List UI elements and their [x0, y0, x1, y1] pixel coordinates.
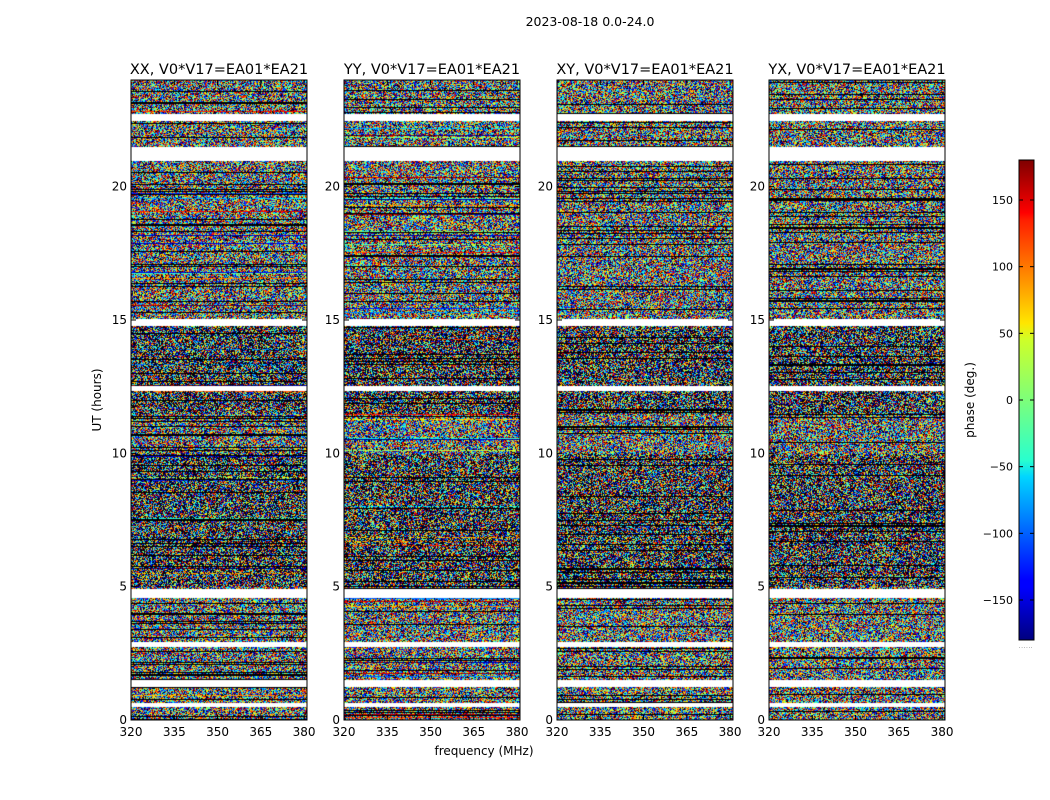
x-tick-label: 365	[462, 725, 485, 739]
x-tick-label: 320	[758, 725, 781, 739]
y-tick-label: 10	[325, 446, 340, 460]
y-tick-label: 20	[750, 180, 765, 194]
x-axis-label: frequency (MHz)	[434, 744, 533, 758]
y-tick-label: 5	[119, 580, 127, 594]
colorbar-tick-label: 150	[992, 194, 1013, 207]
x-tick-label: 365	[249, 725, 272, 739]
heatmap-image-xx	[131, 80, 307, 720]
colorbar-tick-label: 100	[992, 261, 1013, 274]
y-tick-label: 20	[538, 180, 553, 194]
x-tick-label: 365	[675, 725, 698, 739]
y-tick-label: 0	[119, 713, 127, 727]
x-tick-label: 335	[801, 725, 824, 739]
panel-frame	[768, 79, 946, 721]
colorbar-tick-label: −150	[983, 594, 1013, 607]
y-axis-label: UT (hours)	[90, 368, 104, 431]
panel-xx: XX, V0*V17=EA01*EA21 320 335 350 365 380 0 5 10 1…	[112, 62, 316, 739]
x-tick-label: 380	[293, 725, 316, 739]
heatmap-image-yy	[344, 80, 520, 720]
x-tick-label: 335	[376, 725, 399, 739]
heatmap-image-yx	[769, 80, 945, 720]
x-tick-label: 320	[120, 725, 143, 739]
y-tick-label: 20	[325, 180, 340, 194]
panel-frame	[556, 79, 734, 721]
colorbar-tick-label: 0	[1006, 394, 1013, 407]
panel-title: XX, V0*V17=EA01*EA21	[130, 62, 308, 78]
colorbar-tick-label: 50	[999, 327, 1013, 340]
x-tick-label: 365	[887, 725, 910, 739]
y-tick-label: 10	[112, 446, 127, 460]
y-tick-label: 0	[757, 713, 765, 727]
y-tick-label: 5	[757, 580, 765, 594]
panel-title: YY, V0*V17=EA01*EA21	[343, 62, 520, 78]
x-tick-label: 320	[546, 725, 569, 739]
panel-frame	[343, 79, 521, 721]
colorbar-tick-label: −50	[990, 461, 1013, 474]
y-tick-label: 15	[538, 313, 553, 327]
y-tick-label: 15	[325, 313, 340, 327]
x-tick-label: 335	[163, 725, 186, 739]
colorbar-tick-label: −100	[983, 527, 1013, 540]
y-tick-label: 5	[545, 580, 553, 594]
y-tick-label: 0	[332, 713, 340, 727]
x-tick-label: 380	[931, 725, 954, 739]
heatmap-image-xy	[557, 80, 733, 720]
y-tick-label: 10	[538, 446, 553, 460]
y-tick-label: 15	[112, 313, 127, 327]
panel-title: XY, V0*V17=EA01*EA21	[556, 62, 733, 78]
x-tick-label: 335	[589, 725, 612, 739]
panel-yx: YX, V0*V17=EA01*EA21 320 335 350 365 380 0 5 10 1…	[750, 62, 954, 739]
y-tick-label: 15	[750, 313, 765, 327]
panel-frame	[130, 79, 308, 721]
x-tick-label: 350	[632, 725, 655, 739]
panel-title: YX, V0*V17=EA01*EA21	[767, 62, 945, 78]
x-tick-label: 380	[506, 725, 529, 739]
x-tick-label: 350	[419, 725, 442, 739]
x-tick-label: 350	[206, 725, 229, 739]
y-tick-label: 20	[112, 180, 127, 194]
panels: XX, V0*V17=EA01*EA21 320 335 350 365 380 0 5 10 1…	[112, 62, 954, 739]
x-tick-label: 380	[719, 725, 742, 739]
panel-yy: YY, V0*V17=EA01*EA21 320 335 350 365 380 0 5 10 1…	[325, 62, 529, 739]
y-tick-label: 10	[750, 446, 765, 460]
colorbar-label: phase (deg.)	[963, 362, 977, 438]
colorbar: −150 −100 −50 0 50 100 150 ...... phase (deg.)	[963, 159, 1035, 650]
figure-suptitle: 2023-08-18 0.0-24.0	[526, 14, 655, 29]
y-tick-label: 0	[545, 713, 553, 727]
y-tick-label: 5	[332, 580, 340, 594]
panel-xy: XY, V0*V17=EA01*EA21 320 335 350 365 380 0 5 10 1…	[538, 62, 742, 739]
x-tick-label: 350	[844, 725, 867, 739]
colorbar-extra-mark: ......	[1019, 643, 1033, 650]
x-tick-label: 320	[333, 725, 356, 739]
colorbar-ticks: −150 −100 −50 0 50 100 150	[983, 194, 1034, 607]
